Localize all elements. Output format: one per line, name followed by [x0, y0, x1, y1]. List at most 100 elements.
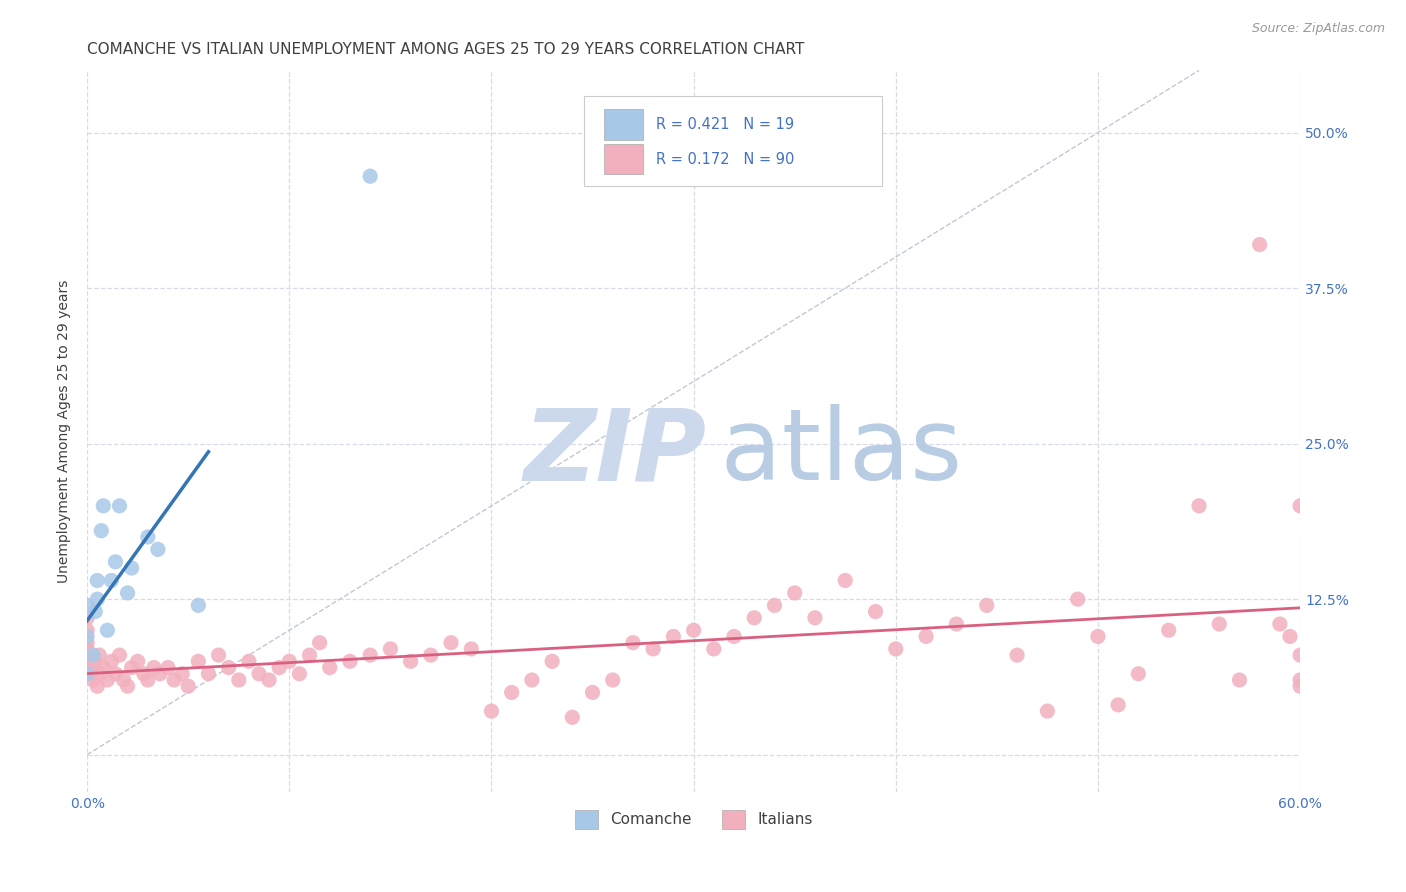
- Point: [100, 654, 122, 668]
- Point: [1229, 673, 1251, 687]
- Point: [1107, 698, 1129, 712]
- Text: Source: ZipAtlas.com: Source: ZipAtlas.com: [1251, 22, 1385, 36]
- FancyBboxPatch shape: [603, 144, 643, 174]
- Point: [742, 611, 765, 625]
- Point: [100, 574, 122, 588]
- Point: [149, 666, 172, 681]
- Point: [945, 617, 967, 632]
- Point: [662, 630, 685, 644]
- Point: [481, 704, 503, 718]
- Point: [1087, 630, 1109, 644]
- Point: [1289, 499, 1312, 513]
- Point: [177, 679, 200, 693]
- Point: [104, 555, 127, 569]
- Point: [142, 660, 165, 674]
- Point: [207, 648, 229, 662]
- Point: [561, 710, 583, 724]
- Point: [1128, 666, 1150, 681]
- Point: [76, 666, 98, 681]
- Point: [621, 635, 644, 649]
- Point: [1005, 648, 1028, 662]
- Point: [269, 660, 291, 674]
- Point: [76, 630, 98, 644]
- Point: [187, 599, 209, 613]
- Point: [247, 666, 270, 681]
- Point: [90, 666, 112, 681]
- Point: [108, 648, 131, 662]
- Point: [117, 586, 139, 600]
- Point: [172, 666, 194, 681]
- Point: [976, 599, 998, 613]
- Point: [339, 654, 361, 668]
- Point: [804, 611, 827, 625]
- Point: [136, 673, 159, 687]
- Point: [80, 660, 103, 674]
- Point: [278, 654, 301, 668]
- Point: [460, 641, 482, 656]
- Point: [82, 648, 104, 662]
- Point: [865, 605, 887, 619]
- Point: [117, 679, 139, 693]
- Point: [501, 685, 523, 699]
- Point: [419, 648, 441, 662]
- Point: [84, 605, 107, 619]
- Point: [319, 660, 342, 674]
- Point: [1036, 704, 1059, 718]
- Point: [298, 648, 321, 662]
- Point: [136, 530, 159, 544]
- Point: [703, 641, 725, 656]
- Point: [91, 499, 114, 513]
- Point: [121, 660, 143, 674]
- Point: [834, 574, 856, 588]
- Point: [90, 524, 112, 538]
- Point: [76, 611, 98, 625]
- Text: atlas: atlas: [530, 404, 962, 501]
- Point: [108, 499, 131, 513]
- Point: [96, 673, 118, 687]
- Point: [104, 666, 127, 681]
- Point: [1157, 624, 1180, 638]
- Point: [127, 654, 149, 668]
- Point: [218, 660, 240, 674]
- Point: [163, 673, 186, 687]
- Point: [238, 654, 260, 668]
- Point: [643, 641, 665, 656]
- Point: [121, 561, 143, 575]
- Point: [146, 542, 169, 557]
- Text: ZIP: ZIP: [524, 404, 707, 501]
- Point: [76, 599, 98, 613]
- Point: [77, 666, 100, 681]
- Point: [440, 635, 463, 649]
- Point: [359, 169, 381, 183]
- Point: [581, 685, 603, 699]
- Point: [520, 673, 543, 687]
- Point: [86, 574, 108, 588]
- Point: [112, 673, 135, 687]
- Point: [288, 666, 311, 681]
- Point: [197, 666, 219, 681]
- Point: [1278, 630, 1301, 644]
- Text: COMANCHE VS ITALIAN UNEMPLOYMENT AMONG AGES 25 TO 29 YEARS CORRELATION CHART: COMANCHE VS ITALIAN UNEMPLOYMENT AMONG A…: [87, 42, 804, 57]
- Point: [84, 654, 107, 668]
- Point: [884, 641, 907, 656]
- Point: [76, 624, 98, 638]
- Point: [1289, 679, 1312, 693]
- Point: [86, 679, 108, 693]
- Point: [1067, 592, 1090, 607]
- Y-axis label: Unemployment Among Ages 25 to 29 years: Unemployment Among Ages 25 to 29 years: [58, 279, 72, 582]
- Point: [399, 654, 422, 668]
- Point: [156, 660, 179, 674]
- Point: [89, 648, 111, 662]
- Point: [1249, 237, 1271, 252]
- Legend: Comanche, Italians: Comanche, Italians: [568, 804, 818, 835]
- Point: [763, 599, 786, 613]
- FancyBboxPatch shape: [585, 95, 882, 186]
- Point: [541, 654, 564, 668]
- Point: [723, 630, 745, 644]
- Point: [783, 586, 806, 600]
- Point: [1289, 673, 1312, 687]
- Text: R = 0.172   N = 90: R = 0.172 N = 90: [657, 152, 794, 167]
- Point: [1268, 617, 1291, 632]
- Point: [91, 660, 114, 674]
- Point: [359, 648, 381, 662]
